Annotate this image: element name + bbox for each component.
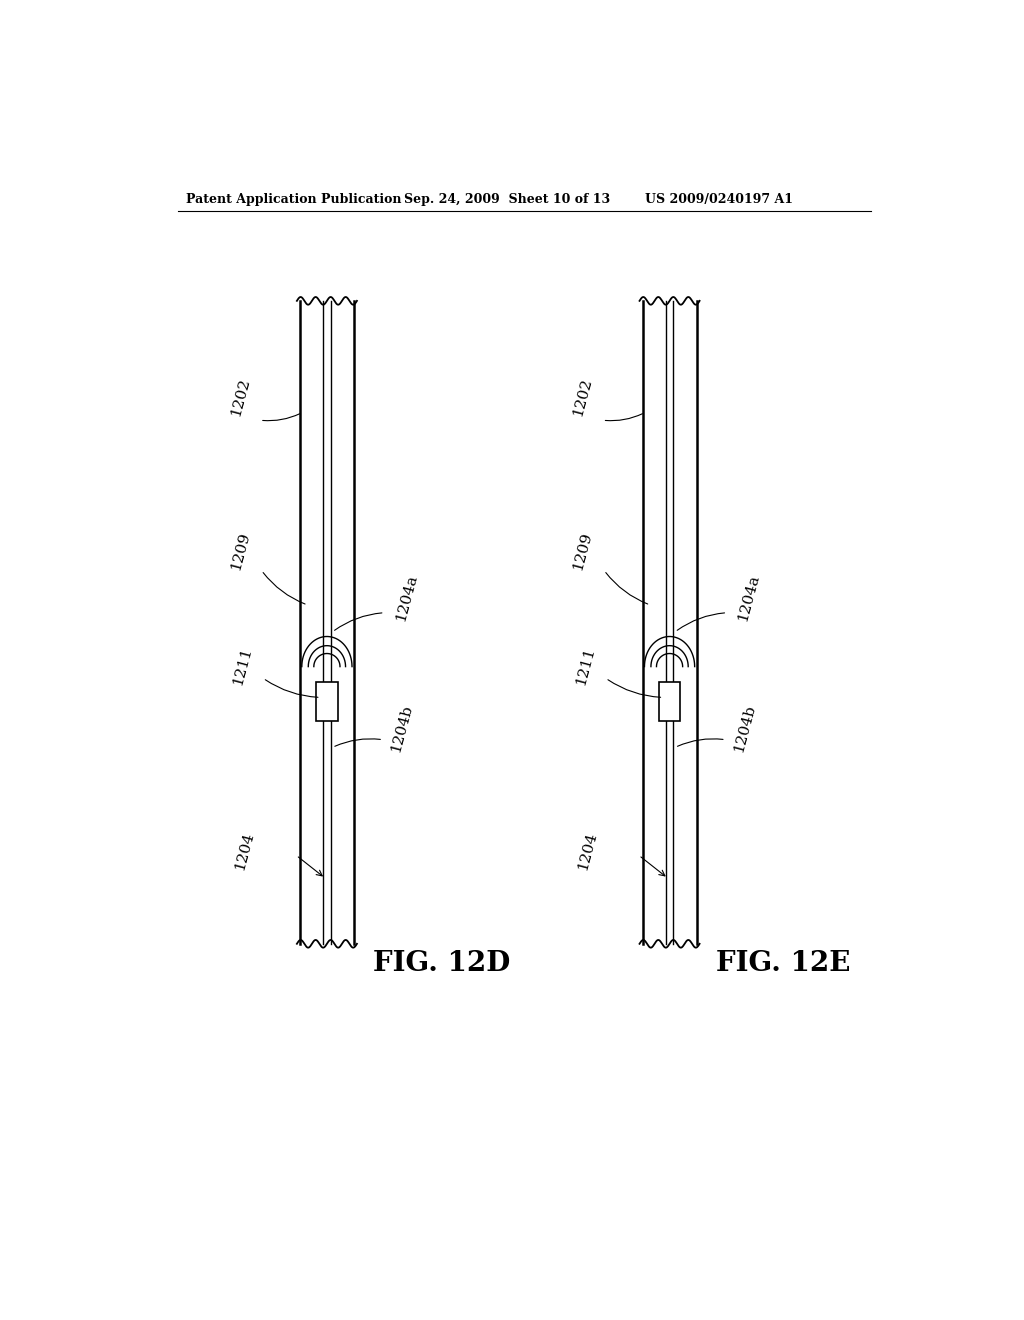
Text: 1204: 1204 [232, 830, 256, 873]
Text: 1202: 1202 [570, 376, 594, 417]
Text: 1211: 1211 [573, 645, 597, 688]
Text: 1204a: 1204a [736, 573, 762, 622]
Text: Sep. 24, 2009  Sheet 10 of 13: Sep. 24, 2009 Sheet 10 of 13 [403, 194, 610, 206]
Bar [658, 682, 680, 721]
Text: 1209: 1209 [570, 531, 594, 572]
Text: 1211: 1211 [230, 645, 254, 688]
Text: US 2009/0240197 A1: US 2009/0240197 A1 [645, 194, 793, 206]
Text: 1204: 1204 [575, 830, 599, 873]
Bar [316, 682, 338, 721]
Text: 1209: 1209 [228, 531, 252, 572]
Text: FIG. 12D: FIG. 12D [373, 949, 510, 977]
Text: 1204b: 1204b [731, 702, 758, 754]
Text: FIG. 12E: FIG. 12E [716, 949, 850, 977]
Text: 1202: 1202 [228, 376, 252, 417]
Text: Patent Application Publication: Patent Application Publication [186, 194, 401, 206]
Text: 1204a: 1204a [393, 573, 419, 622]
Text: 1204b: 1204b [388, 702, 415, 754]
